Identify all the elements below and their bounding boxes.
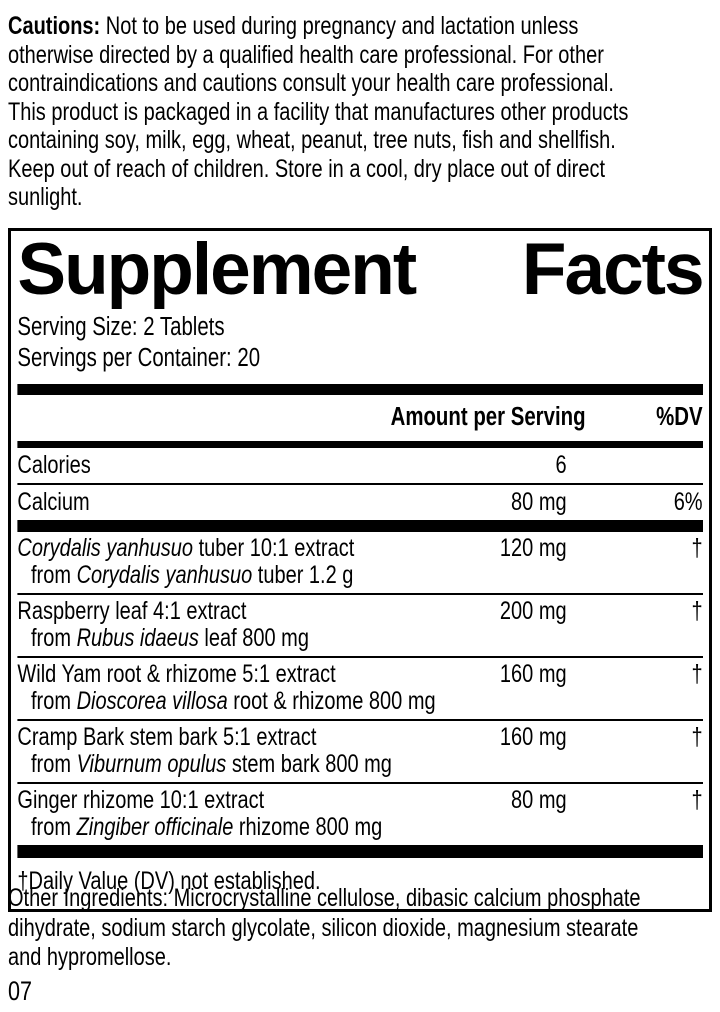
other-ingredients-line: dihydrate, sodium starch glycolate, sili… [8, 913, 639, 942]
caution-line: Cautions: Not to be used during pregnanc… [8, 12, 720, 41]
other-ingredients-line: and hypromellose. [8, 943, 172, 971]
dv-value: † [691, 786, 703, 815]
ingredient-name: Cramp Bark stem bark 5:1 extract [17, 723, 317, 752]
dv-value: † [691, 597, 703, 626]
ingredient-name: Raspberry leaf 4:1 extract [17, 597, 247, 626]
nutrient-name: Calcium [17, 488, 90, 517]
thick-divider-bar [17, 384, 703, 396]
ingredient-name: Wild Yam root & rhizome 5:1 extract [17, 660, 336, 689]
servings-per-container-text: Servings per Container: 20 [17, 344, 261, 373]
supplement-facts-panel: Supplement Facts Serving Size: 2 Tablets… [8, 228, 712, 913]
caution-line: otherwise directed by a qualified health… [8, 40, 604, 69]
header-divider-bar [17, 441, 703, 449]
row-corydalis: Corydalis yanhusuo tuber 10:1 extract 12… [17, 532, 703, 596]
cautions-paragraph: Cautions: Not to be used during pregnanc… [8, 12, 720, 212]
thick-divider-bar [17, 845, 703, 859]
row-ginger: Ginger rhizome 10:1 extract 80 mg † from… [17, 784, 702, 845]
row-wild-yam: Wild Yam root & rhizome 5:1 extract 160 … [17, 658, 703, 722]
cautions-label: Cautions: [8, 12, 101, 40]
ingredient-source: from Viburnum opulus stem bark 800 mg [31, 749, 392, 778]
panel-title: Supplement Facts [17, 229, 705, 310]
amount-per-serving-value: 80 mg [511, 786, 567, 815]
thick-divider-bar [17, 520, 703, 533]
row-raspberry-leaf: Raspberry leaf 4:1 extract 200 mg † from… [17, 595, 703, 659]
amount-per-serving-value: 80 mg [511, 488, 567, 517]
title-word-facts: Facts [521, 229, 705, 310]
caution-line: This product is packaged in a facility t… [8, 97, 629, 126]
row-calories: Calories 6 [17, 448, 703, 486]
page-code: 07 [8, 976, 33, 1006]
amount-per-serving-value: 160 mg [499, 723, 567, 752]
caution-line: containing soy, milk, egg, wheat, peanut… [8, 126, 616, 154]
other-ingredients-line: Other Ingredients: Microcrystalline cell… [8, 884, 641, 912]
amount-per-serving-value: 120 mg [499, 534, 567, 563]
ingredient-name: Corydalis yanhusuo tuber 10:1 extract [17, 534, 355, 563]
amount-per-serving-value: 200 mg [499, 597, 567, 626]
other-ingredients-paragraph: Other Ingredients: Microcrystalline cell… [8, 884, 720, 973]
title-word-supplement: Supplement [17, 229, 417, 310]
row-cramp-bark: Cramp Bark stem bark 5:1 extract 160 mg … [17, 721, 703, 785]
column-header-dv: %DV [656, 403, 703, 432]
table-header-row: Amount per Serving %DV [17, 395, 703, 441]
caution-line: sunlight. [8, 183, 83, 211]
ingredient-source: from Zingiber officinale rhizome 800 mg [31, 812, 383, 841]
nutrient-name: Calories [17, 451, 91, 480]
ingredient-source: from Dioscorea villosa root & rhizome 80… [31, 686, 436, 715]
dv-value: 6% [673, 488, 703, 517]
amount-per-serving-value: 6 [555, 451, 567, 480]
caution-text: Not to be used during pregnancy and lact… [100, 12, 579, 40]
serving-size-text: Serving Size: 2 Tablets [17, 313, 225, 342]
dv-value: † [691, 534, 703, 563]
dv-value: † [691, 723, 703, 752]
ingredient-name: Ginger rhizome 10:1 extract [17, 786, 265, 815]
ingredient-source: from Corydalis yanhusuo tuber 1.2 g [31, 560, 354, 589]
amount-per-serving-value: 160 mg [499, 660, 567, 689]
caution-line: Keep out of reach of children. Store in … [8, 154, 606, 183]
footnote-dv-note: †Daily Value (DV) not established. [17, 867, 321, 896]
caution-line: contraindications and cautions consult y… [8, 69, 614, 97]
column-header-amount: Amount per Serving [390, 403, 586, 432]
dv-value: † [691, 660, 703, 689]
ingredient-source: from Rubus idaeus leaf 800 mg [31, 623, 309, 652]
row-calcium: Calcium 80 mg 6% [17, 485, 702, 520]
